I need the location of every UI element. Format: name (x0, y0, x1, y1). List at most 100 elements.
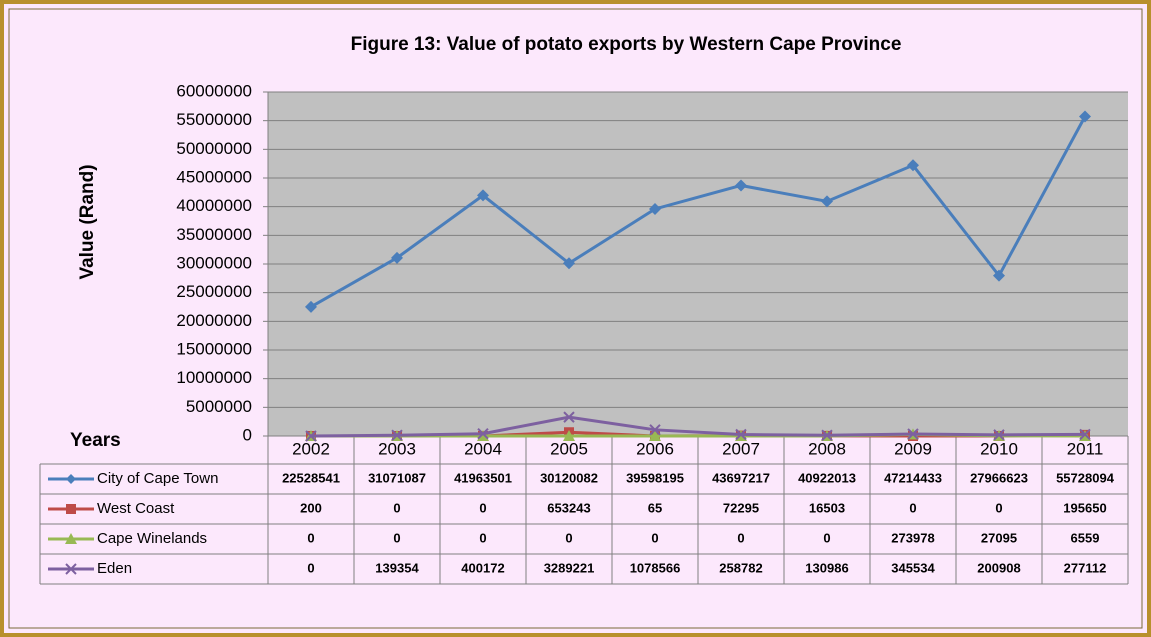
y-axis-label: Value (Rand) (77, 164, 98, 279)
y-tick-label: 20000000 (176, 311, 252, 330)
y-tick-label: 30000000 (176, 253, 252, 272)
marker (907, 159, 919, 172)
table-cell: 130986 (805, 560, 848, 575)
x-tick-label: 2002 (292, 439, 330, 458)
table-cell: 200 (300, 500, 322, 515)
table-cell: 0 (393, 500, 400, 515)
table-cell: 0 (565, 530, 572, 545)
table-cell: 258782 (719, 560, 762, 575)
table-cell: 0 (995, 500, 1002, 515)
y-tick-label: 40000000 (176, 196, 252, 215)
legend-label: Eden (97, 560, 132, 577)
marker (305, 300, 317, 313)
x-tick-label: 2008 (808, 439, 846, 458)
marker (649, 430, 661, 441)
y-tick-label: 0 (243, 425, 252, 444)
table-cell: 6559 (1071, 530, 1100, 545)
marker (993, 269, 1005, 282)
x-tick-label: 2009 (894, 439, 932, 458)
table-cell: 0 (479, 500, 486, 515)
marker (735, 428, 747, 441)
marker (391, 429, 403, 441)
marker (1079, 428, 1091, 441)
table-cell: 400172 (461, 560, 504, 575)
table-cell: 22528541 (282, 470, 340, 485)
y-tick-label: 55000000 (176, 110, 252, 129)
x-tick-label: 2004 (464, 439, 502, 458)
marker (1079, 110, 1091, 123)
table-cell: 0 (823, 530, 830, 545)
table-cell: 273978 (891, 530, 934, 545)
y-tick-label: 5000000 (186, 397, 252, 416)
marker (821, 429, 833, 441)
y-tick-label: 35000000 (176, 225, 252, 244)
table-cell: 0 (307, 530, 314, 545)
table-cell: 47214433 (884, 470, 942, 485)
marker (649, 424, 661, 436)
table-cell: 0 (737, 530, 744, 545)
legend-key (65, 563, 77, 575)
marker (907, 428, 919, 440)
table-cell: 0 (307, 560, 314, 575)
table-cell: 41963501 (454, 470, 512, 485)
marker (563, 257, 575, 270)
x-axis-label: Years (70, 430, 121, 451)
table-cell: 0 (651, 530, 658, 545)
x-tick-label: 2005 (550, 439, 588, 458)
x-tick-label: 2007 (722, 439, 760, 458)
legend-key (66, 474, 76, 484)
table-cell: 277112 (1064, 560, 1107, 575)
y-tick-label: 50000000 (176, 139, 252, 158)
marker (477, 430, 489, 441)
table-cell: 27095 (981, 530, 1017, 545)
table-cell: 653243 (547, 500, 590, 515)
y-tick-label: 10000000 (176, 368, 252, 387)
marker (563, 430, 575, 441)
legend-label: City of Cape Town (97, 470, 218, 487)
table-cell: 39598195 (626, 470, 684, 485)
marker (993, 429, 1005, 441)
table-cell: 0 (393, 530, 400, 545)
legend-label: West Coast (97, 500, 175, 517)
marker (477, 427, 489, 440)
table-cell: 16503 (809, 500, 845, 515)
series-line (310, 115, 1087, 309)
table-cell: 27966623 (970, 470, 1028, 485)
table-cell: 72295 (723, 500, 759, 515)
table-cell: 0 (479, 530, 486, 545)
table-cell: 3289221 (544, 560, 595, 575)
table-cell: 195650 (1063, 500, 1106, 515)
table-cell: 139354 (375, 560, 419, 575)
marker (735, 179, 747, 192)
table-cell: 0 (909, 500, 916, 515)
marker (391, 251, 403, 264)
marker (305, 430, 317, 442)
x-tick-label: 2011 (1067, 439, 1104, 458)
series-line (310, 415, 1086, 438)
marker (563, 411, 575, 423)
table-cell: 65 (648, 500, 662, 515)
x-tick-label: 2003 (378, 439, 416, 458)
chart-title: Figure 13: Value of potato exports by We… (351, 34, 902, 55)
table-cell: 43697217 (712, 470, 770, 485)
y-tick-label: 45000000 (176, 167, 252, 186)
table-cell: 40922013 (798, 470, 856, 485)
y-tick-label: 25000000 (176, 282, 252, 301)
marker (649, 202, 661, 215)
marker (477, 189, 489, 202)
chart-border (8, 8, 1143, 629)
table-cell: 31071087 (368, 470, 426, 485)
x-tick-label: 2010 (980, 439, 1018, 458)
marker (821, 195, 833, 208)
table-cell: 30120082 (540, 470, 598, 485)
legend-label: Cape Winelands (97, 530, 207, 547)
table-cell: 1078566 (630, 560, 681, 575)
table-cell: 345534 (891, 560, 935, 575)
y-tick-label: 15000000 (176, 339, 252, 358)
y-tick-label: 60000000 (176, 81, 252, 100)
legend-key (66, 504, 76, 514)
table-cell: 200908 (977, 560, 1020, 575)
legend-key (65, 533, 77, 544)
table-cell: 55728094 (1056, 470, 1115, 485)
